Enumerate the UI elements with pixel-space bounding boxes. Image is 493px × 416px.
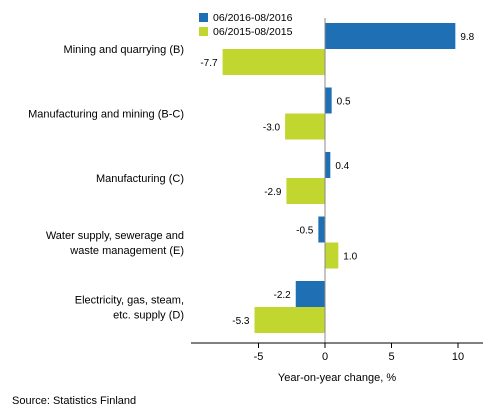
source-note: Source: Statistics Finland (12, 395, 136, 407)
value-labels-layer: 9.8 -7.7 0.5 -3.0 0.4 -2.9 -0.5 1.0 -2.2 -5.3 (200, 32, 474, 327)
bars-layer (222, 23, 456, 333)
x-tick-label: 0 (322, 351, 328, 363)
value-label: 0.4 (335, 161, 349, 172)
bar-s1-3 (318, 216, 325, 243)
legend-label: 06/2015-08/2015 (213, 26, 293, 38)
bar-s2-1 (285, 113, 325, 140)
bar-s2-2 (286, 178, 325, 204)
category-label: Water supply, sewerage and (46, 230, 184, 242)
bar-s2-3 (325, 242, 339, 269)
bar-s1-1 (325, 87, 332, 114)
x-tick-label: 10 (452, 351, 464, 363)
x-axis: -5 0 5 10 (191, 342, 483, 363)
value-label: 9.8 (460, 32, 474, 43)
value-label: -2.9 (264, 187, 282, 198)
x-tick-label: 5 (388, 351, 394, 363)
legend-label: 06/2016-08/2016 (213, 12, 293, 24)
value-label: 0.5 (337, 97, 351, 108)
category-label: Mining and quarrying (B) (64, 44, 184, 56)
legend: 06/2016-08/2016 06/2015-08/2015 (199, 12, 293, 38)
value-label: -2.2 (274, 290, 292, 301)
category-label: etc. supply (D) (113, 310, 184, 322)
category-labels-layer: Mining and quarrying (B) Manufacturing an… (28, 44, 184, 322)
value-label: -5.3 (232, 316, 250, 327)
bar-s1-4 (295, 281, 325, 307)
category-label: Electricity, gas, steam, (75, 295, 184, 307)
category-label: Manufacturing (C) (96, 173, 184, 185)
bar-s2-0 (222, 49, 325, 75)
value-label: -3.0 (263, 123, 281, 134)
x-tick-label: -5 (254, 351, 264, 363)
legend-swatch (199, 13, 208, 22)
category-label: Manufacturing and mining (B-C) (28, 109, 184, 121)
bar-s1-0 (325, 23, 456, 49)
category-label: waste management (E) (69, 245, 184, 257)
x-axis-title: Year-on-year change, % (278, 372, 396, 384)
value-label: -7.7 (200, 58, 218, 69)
value-label: 1.0 (343, 252, 357, 263)
bar-s1-2 (325, 152, 331, 178)
value-label: -0.5 (296, 226, 314, 237)
bar-s2-4 (254, 307, 325, 333)
legend-swatch (199, 27, 208, 36)
